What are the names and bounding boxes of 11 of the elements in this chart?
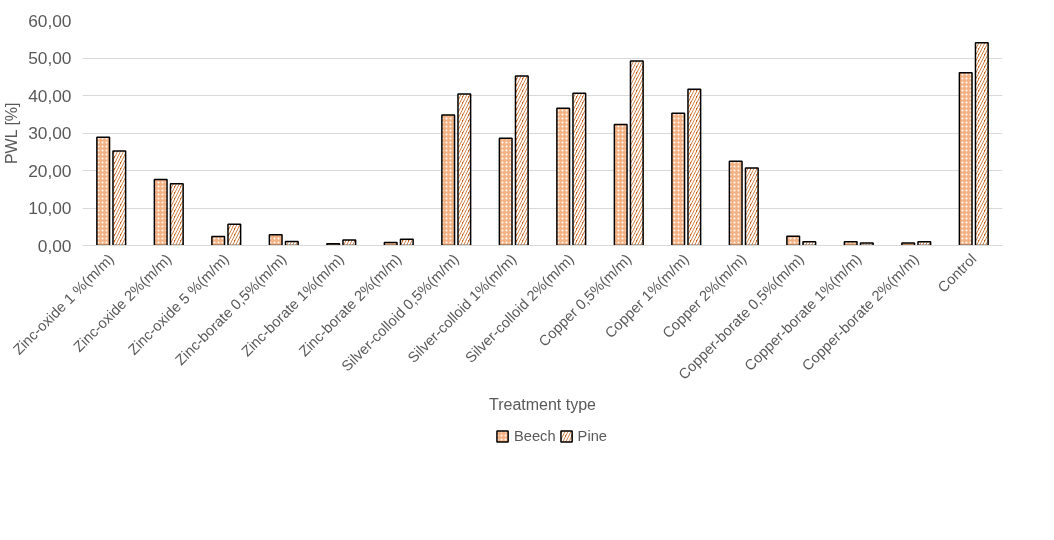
y-axis-title: PWL [%]	[3, 102, 21, 165]
y-tick-label: 30,00	[28, 123, 72, 143]
y-tick-label: 0,00	[37, 235, 72, 256]
x-axis-title: Treatment type	[489, 396, 597, 414]
y-tick-label: 50,00	[28, 48, 72, 68]
y-tick-label: 60,00	[28, 10, 72, 31]
legend-label: Beech	[514, 428, 556, 444]
legend-label: Pine	[577, 428, 607, 444]
y-tick-label: 20,00	[28, 160, 72, 181]
y-tick-label: 40,00	[28, 85, 72, 106]
y-tick-label: 10,00	[28, 198, 72, 218]
